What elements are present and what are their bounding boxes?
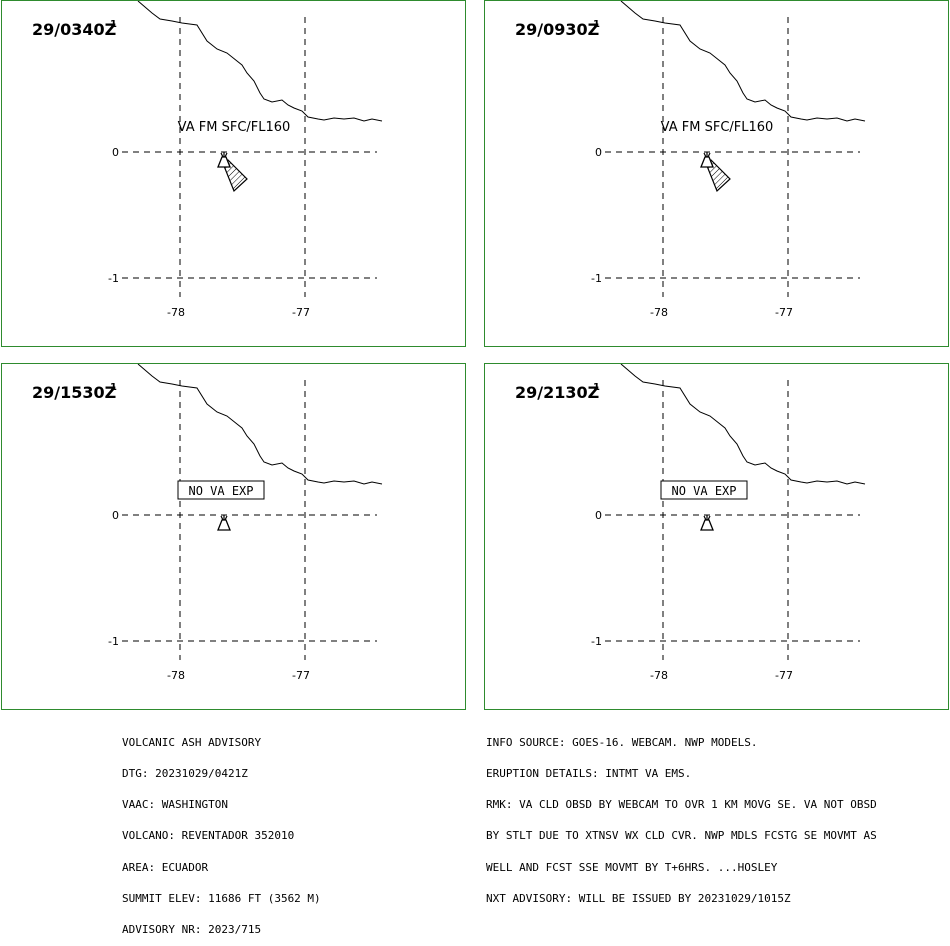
- latitude-label: -1: [108, 635, 119, 648]
- advisory-text-right: INFO SOURCE: GOES-16. WEBCAM. NWP MODELS…: [486, 717, 877, 915]
- latitude-label: 0: [595, 509, 602, 522]
- forecast-panel-2: 0 -1 -78 -77 29/0930Z 1 VA FM SFC/FL160: [484, 0, 949, 347]
- advisory-line: ERUPTION DETAILS: INTMT VA EMS.: [486, 767, 692, 781]
- longitude-label: -77: [292, 669, 310, 682]
- advisory-line: RMK: VA CLD OBSD BY WEBCAM TO OVR 1 KM M…: [486, 798, 877, 812]
- panel-time-label: 29/2130Z: [515, 383, 599, 402]
- longitude-label: -77: [775, 669, 793, 682]
- panel-time-label: 29/0340Z: [32, 20, 116, 39]
- forecast-panel-3: 0 -1 -78 -77 29/1530Z 1 NO VA EXP: [1, 363, 466, 710]
- volcano-icon: [217, 152, 231, 168]
- advisory-line: INFO SOURCE: GOES-16. WEBCAM. NWP MODELS…: [486, 735, 758, 749]
- panel-time-superscript: 1: [593, 19, 600, 30]
- advisory-line: VOLCANO: REVENTADOR 352010: [122, 829, 295, 843]
- coastline: [620, 1, 866, 122]
- panel-time-label: 29/1530Z: [32, 383, 116, 402]
- advisory-line: DTG: 20231029/0421Z: [122, 767, 248, 781]
- longitude-label: -78: [167, 669, 185, 682]
- va-label: NO VA EXP: [188, 484, 253, 498]
- longitude-label: -77: [292, 306, 310, 319]
- va-label: VA FM SFC/FL160: [661, 120, 774, 135]
- latitude-label: -1: [591, 635, 602, 648]
- panel-time-superscript: 1: [110, 19, 117, 30]
- volcano-icon: [700, 152, 714, 168]
- advisory-line: SUMMIT ELEV: 11686 FT (3562 M): [122, 891, 321, 905]
- longitude-label: -77: [775, 306, 793, 319]
- advisory-line: AREA: ECUADOR: [122, 860, 209, 874]
- advisory-line: VOLCANIC ASH ADVISORY: [122, 735, 262, 749]
- coastline: [137, 1, 383, 122]
- latitude-label: -1: [591, 272, 602, 285]
- panel-time-label: 29/0930Z: [515, 20, 599, 39]
- advisory-text-left: VOLCANIC ASH ADVISORY DTG: 20231029/0421…: [122, 717, 321, 946]
- latitude-label: -1: [108, 272, 119, 285]
- volcano-icon: [217, 515, 231, 531]
- panel-time-superscript: 1: [110, 382, 117, 393]
- coastline: [620, 364, 866, 485]
- forecast-panel-4: 0 -1 -78 -77 29/2130Z 1 NO VA EXP: [484, 363, 949, 710]
- va-label: VA FM SFC/FL160: [178, 120, 291, 135]
- advisory-line: BY STLT DUE TO XTNSV WX CLD CVR. NWP MDL…: [486, 829, 877, 843]
- advisory-line: ADVISORY NR: 2023/715: [122, 923, 262, 937]
- latitude-label: 0: [112, 146, 119, 159]
- coastline: [137, 364, 383, 485]
- advisory-line: WELL AND FCST SSE MOVMT BY T+6HRS. ...HO…: [486, 860, 778, 874]
- advisory-line: NXT ADVISORY: WILL BE ISSUED BY 20231029…: [486, 891, 791, 905]
- forecast-panel-1: 0 -1 -78 -77 29/0340Z 1 VA FM SFC/FL160: [1, 0, 466, 347]
- longitude-label: -78: [650, 306, 668, 319]
- longitude-label: -78: [167, 306, 185, 319]
- advisory-line: VAAC: WASHINGTON: [122, 798, 228, 812]
- latitude-label: 0: [112, 509, 119, 522]
- va-label: NO VA EXP: [671, 484, 736, 498]
- longitude-label: -78: [650, 669, 668, 682]
- latitude-label: 0: [595, 146, 602, 159]
- volcano-icon: [700, 515, 714, 531]
- no-va-box: [177, 480, 265, 500]
- panel-time-superscript: 1: [593, 382, 600, 393]
- no-va-box: [660, 480, 748, 500]
